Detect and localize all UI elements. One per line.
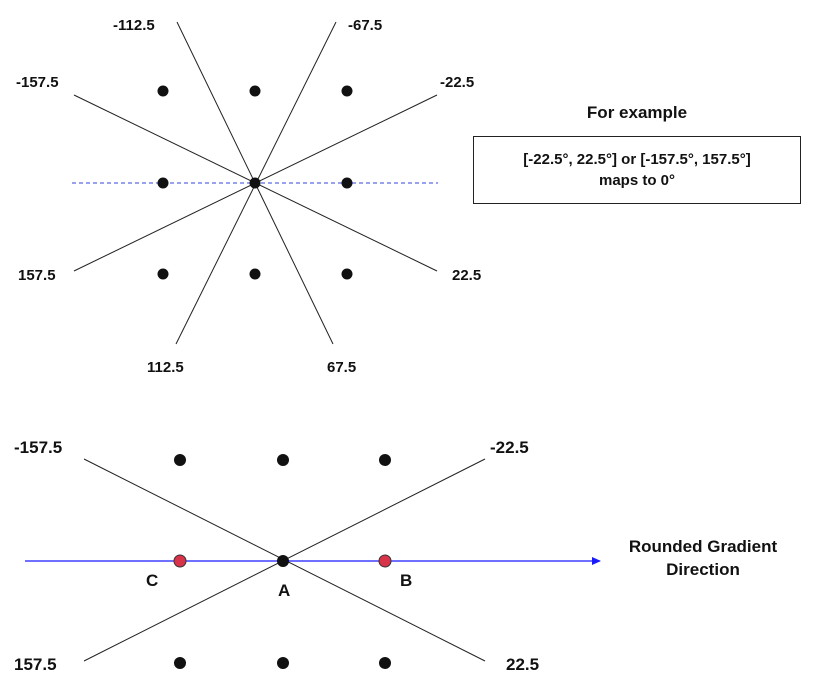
point-c (173, 554, 187, 568)
grid-point (379, 454, 391, 466)
point-b (378, 554, 392, 568)
grid-point (379, 657, 391, 669)
angle-label: 157.5 (18, 267, 56, 284)
grid-point (157, 268, 169, 280)
point-a (277, 555, 289, 567)
point-label-c: C (146, 571, 158, 590)
top-diagram: -112.5 -67.5 -157.5 -22.5 157.5 22.5 112… (16, 17, 481, 376)
point-label-a: A (278, 581, 290, 600)
example-box: [-22.5°, 22.5°] or [-157.5°, 157.5°] map… (473, 136, 801, 204)
angle-label: -157.5 (14, 438, 62, 457)
example-range-text: [-22.5°, 22.5°] or [-157.5°, 157.5°] (523, 151, 751, 168)
center-point (249, 177, 261, 189)
bottom-diagram: -157.5 -22.5 157.5 22.5 A B C Rounded Gr… (14, 438, 777, 674)
angle-label: -22.5 (440, 74, 474, 91)
angle-label: -22.5 (490, 438, 529, 457)
angle-label: 157.5 (14, 655, 57, 674)
arrow-caption-line1: Rounded Gradient (629, 537, 778, 556)
arrow-caption-line2: Direction (666, 560, 740, 579)
grid-point (157, 177, 169, 189)
grid-point (174, 454, 186, 466)
angle-label: -112.5 (113, 17, 155, 34)
grid-point (277, 454, 289, 466)
grid-point (157, 85, 169, 97)
grid-point (249, 85, 261, 97)
angle-label: -157.5 (16, 74, 59, 91)
point-label-b: B (400, 571, 412, 590)
angle-label: 22.5 (452, 267, 481, 284)
grid-point (341, 268, 353, 280)
grid-point (277, 657, 289, 669)
angle-label: 22.5 (506, 655, 539, 674)
grid-point (174, 657, 186, 669)
example-title: For example (586, 103, 688, 122)
angle-label: 67.5 (327, 359, 356, 376)
angle-label: 112.5 (147, 359, 184, 376)
grid-point (341, 177, 353, 189)
example-maps-text: maps to 0° (598, 172, 676, 189)
angle-label: -67.5 (348, 17, 382, 34)
grid-point (249, 268, 261, 280)
grid-point (341, 85, 353, 97)
